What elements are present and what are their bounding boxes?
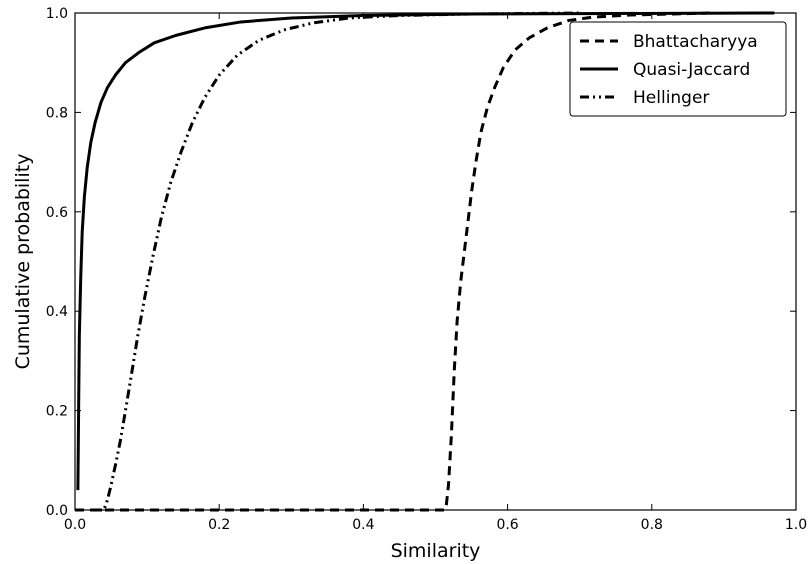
y-tick-label: 1.0: [46, 6, 68, 22]
y-tick-label: 0.8: [46, 105, 68, 121]
x-tick-label: 0.2: [208, 517, 230, 533]
ticks-layer: 0.0 0.2 0.4 0.6 0.8 1.0 0.0 0.2 0.4 0.6 0.8 1.0: [46, 6, 807, 533]
legend-label: Hellinger: [633, 88, 709, 108]
legend-label: Quasi-Jaccard: [633, 60, 750, 80]
series-line-quasi-jaccard: [76, 11, 775, 491]
series-line-hellinger: [93, 11, 580, 512]
y-axis-label: Cumulative probability: [12, 154, 34, 370]
y-tick-label: 0.2: [46, 404, 68, 420]
x-tick-label: 0.6: [496, 517, 518, 533]
y-tick-label: 0.0: [46, 503, 68, 519]
y-tick-label: 0.6: [46, 205, 68, 221]
legend: Bhattacharyya Quasi-Jaccard Hellinger: [569, 21, 787, 117]
x-tick-label: 0.0: [64, 517, 86, 533]
plot-area: [74, 12, 797, 511]
x-tick-label: 1.0: [785, 517, 807, 533]
legend-label: Bhattacharyya: [633, 32, 758, 52]
legend-box: [569, 21, 787, 117]
x-axis-label: Similarity: [391, 540, 481, 562]
x-tick-label: 0.4: [352, 517, 374, 533]
x-tick-label: 0.8: [641, 517, 663, 533]
series-line-bhattacharyya: [75, 11, 710, 512]
y-tick-label: 0.4: [46, 304, 68, 320]
series-layer: [75, 11, 775, 512]
